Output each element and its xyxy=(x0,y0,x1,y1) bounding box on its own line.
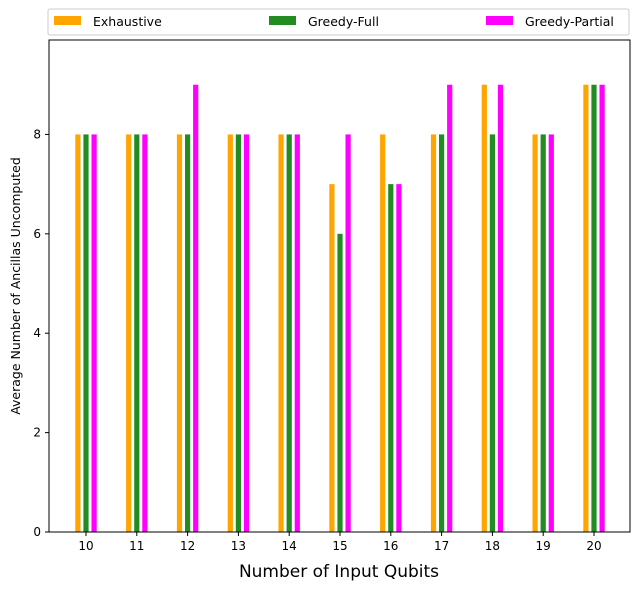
legend-swatch-exhaustive xyxy=(54,16,81,25)
bar-greedy-full-19 xyxy=(540,134,546,533)
y-tick-label: 2 xyxy=(33,426,41,440)
bar-greedy-full-18 xyxy=(489,134,495,533)
bars xyxy=(75,84,605,533)
legend-label-exhaustive: Exhaustive xyxy=(93,14,162,29)
bar-greedy-partial-19 xyxy=(548,134,554,533)
bar-greedy-full-13 xyxy=(235,134,241,533)
legend-swatch-greedy-partial xyxy=(486,16,513,25)
y-tick-label: 4 xyxy=(33,326,41,340)
x-tick-label: 14 xyxy=(282,539,297,553)
bar-greedy-partial-18 xyxy=(497,84,504,532)
bar-greedy-partial-12 xyxy=(193,84,199,532)
bar-exhaustive-17 xyxy=(430,134,437,533)
bar-greedy-partial-11 xyxy=(142,134,148,533)
x-tick-label: 13 xyxy=(231,539,246,553)
bar-greedy-full-14 xyxy=(286,134,292,533)
x-tick-label: 18 xyxy=(485,539,500,553)
bar-greedy-full-16 xyxy=(388,184,394,532)
legend-frame xyxy=(47,8,630,36)
bar-greedy-partial-14 xyxy=(294,134,300,533)
bar-exhaustive-18 xyxy=(481,84,487,532)
x-tick-label: 20 xyxy=(586,539,601,553)
legend-swatch-greedy-full xyxy=(269,16,296,25)
x-tick-label: 10 xyxy=(78,539,93,553)
bar-greedy-full-11 xyxy=(134,134,140,533)
bar-exhaustive-20 xyxy=(583,84,589,532)
bar-greedy-partial-15 xyxy=(345,134,351,533)
bar-greedy-partial-10 xyxy=(91,134,97,533)
x-tick-label: 17 xyxy=(434,539,449,553)
y-tick-label: 6 xyxy=(33,227,41,241)
x-tick-label: 16 xyxy=(383,539,398,553)
x-tick-label: 12 xyxy=(180,539,195,553)
y-tick-label: 0 xyxy=(33,525,41,539)
y-tick-label: 8 xyxy=(33,127,41,141)
bar-greedy-full-15 xyxy=(337,233,343,532)
bar-greedy-partial-20 xyxy=(599,84,605,532)
bar-greedy-full-10 xyxy=(83,134,89,533)
bar-exhaustive-15 xyxy=(329,184,335,532)
bar-exhaustive-11 xyxy=(126,134,132,533)
bar-greedy-full-12 xyxy=(185,134,191,533)
x-tick-label: 15 xyxy=(332,539,347,553)
bar-exhaustive-10 xyxy=(75,134,81,533)
legend-label-greedy-full: Greedy-Full xyxy=(308,14,379,29)
bar-greedy-partial-17 xyxy=(447,84,453,532)
y-axis-title: Average Number of Ancillas Uncomputed xyxy=(8,157,23,415)
plot-area: 10 11 12 13 14 15 16 17 18 19 20 0 2 4 6 8 xyxy=(33,39,631,553)
bar-greedy-partial-13 xyxy=(243,134,250,533)
bar-exhaustive-14 xyxy=(278,134,284,533)
x-tick-label: 19 xyxy=(536,539,551,553)
bar-exhaustive-12 xyxy=(176,134,183,533)
legend-label-greedy-partial: Greedy-Partial xyxy=(525,14,614,29)
x-tick-label: 11 xyxy=(129,539,144,553)
bar-exhaustive-16 xyxy=(380,134,386,533)
bar-greedy-full-17 xyxy=(439,134,445,533)
bar-greedy-full-20 xyxy=(591,84,597,532)
y-axis-ticks: 0 2 4 6 8 xyxy=(33,127,49,539)
bar-greedy-partial-16 xyxy=(396,184,402,532)
bar-exhaustive-19 xyxy=(532,134,538,533)
bar-exhaustive-13 xyxy=(227,134,233,533)
x-axis-title: Number of Input Qubits xyxy=(239,562,439,582)
x-axis-ticks: 10 11 12 13 14 15 16 17 18 19 20 xyxy=(78,532,602,553)
legend: Exhaustive Greedy-Full Greedy-Partial xyxy=(47,8,630,36)
